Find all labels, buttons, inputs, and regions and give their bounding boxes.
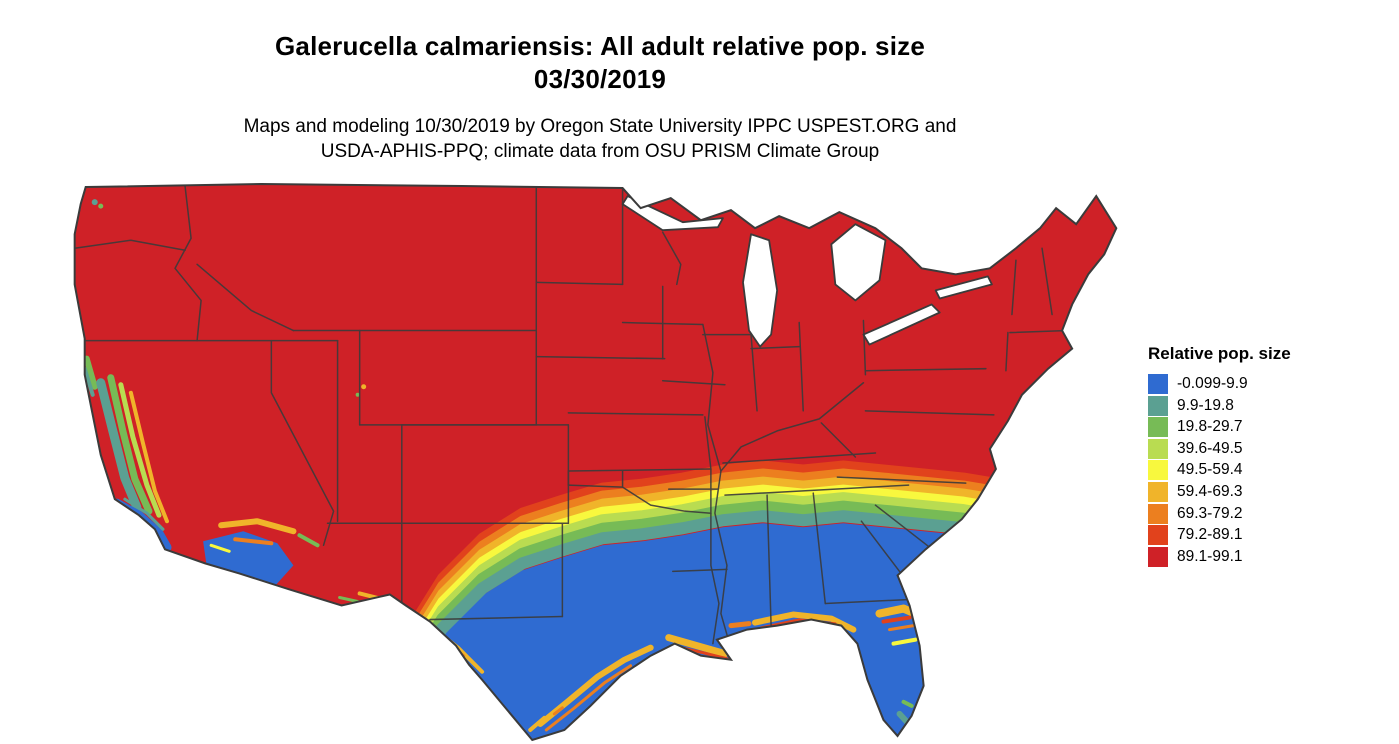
arizona-yellow-mottle (209, 543, 231, 553)
south-texas-orange (552, 706, 564, 716)
legend-label: 89.1-99.1 (1177, 547, 1243, 565)
norcal-coast-green (83, 355, 98, 390)
us-map-svg (73, 183, 1118, 742)
central-valley-teal (96, 378, 142, 512)
legend-swatch (1148, 374, 1168, 394)
legend-item: 89.1-99.1 (1148, 546, 1378, 567)
utah-green-speck (355, 392, 360, 397)
socal-coast-teal (123, 497, 165, 531)
subtitle-line-1: Maps and modeling 10/30/2019 by Oregon S… (243, 116, 957, 137)
legend-item: 69.3-79.2 (1148, 503, 1378, 524)
great-lakes (621, 195, 993, 348)
legend-label: 19.8-29.7 (1177, 418, 1243, 436)
band-39-49 (411, 492, 1029, 655)
washington-teal-speck (91, 199, 98, 206)
us-map (60, 172, 1140, 744)
band-9-19 (410, 510, 1031, 675)
central-valley-green (107, 374, 153, 515)
utah-gold-speck (361, 384, 367, 390)
central-valley-yellowgreen (118, 382, 162, 518)
lake-erie (862, 303, 941, 346)
legend-item: 59.4-69.3 (1148, 481, 1378, 502)
subtitle-line-2: USDA-APHIS-PPQ; climate data from OSU PR… (320, 141, 880, 162)
legend-item: 19.8-29.7 (1148, 417, 1378, 438)
legend-label: 59.4-69.3 (1177, 482, 1243, 500)
legend-label: -0.099-9.9 (1177, 375, 1248, 392)
lake-huron (830, 223, 887, 302)
legend-title: Relative pop. size (1148, 344, 1291, 363)
texas-coast-accent (544, 664, 633, 732)
south-texas-gold (528, 715, 547, 732)
norcal-coast-teal (82, 366, 95, 397)
arizona-gold-mottle (218, 518, 297, 535)
south-florida-green (901, 699, 914, 708)
legend-swatch (1148, 460, 1168, 481)
legend-rows: -0.099-9.9 9.9-19.8 19.8-29.7 39.6-49.5 … (1148, 374, 1378, 567)
us-outline (73, 183, 1118, 742)
central-florida-accent (881, 615, 912, 624)
arizona-green-mottle (297, 533, 320, 548)
legend-swatch (1148, 438, 1168, 459)
figure-subtitle: Maps and modeling 10/30/2019 by Oregon S… (100, 114, 1100, 164)
legend-label: 69.3-79.2 (1177, 504, 1243, 522)
band-59-69 (412, 476, 1029, 639)
figure-title: Galerucella calmariensis: All adult rela… (100, 30, 1100, 96)
central-florida-orange (888, 624, 916, 632)
state-borders (74, 185, 1069, 645)
legend-label: 79.2-89.1 (1177, 526, 1243, 544)
louisiana-coast-streak (665, 634, 729, 658)
gulf-coast-streaks (528, 604, 924, 732)
arizona-orange-mottle (233, 537, 274, 546)
legend-item: 49.5-59.4 (1148, 460, 1378, 481)
legend-swatch (1148, 503, 1168, 524)
panhandle-coast-streak (752, 611, 857, 633)
band-49-59 (412, 484, 1029, 647)
legend-item: 39.6-49.5 (1148, 438, 1378, 459)
title-line-2: 03/30/2019 (533, 64, 667, 94)
lake-michigan (742, 233, 779, 348)
band-19-29 (411, 500, 1030, 665)
legend-label: 49.5-59.4 (1177, 461, 1243, 479)
title-line-1: Galerucella calmariensis: All adult rela… (275, 31, 925, 61)
lake-ontario (934, 275, 993, 300)
central-valley-gold (128, 390, 169, 524)
mississippi-coast-streak (728, 621, 752, 629)
legend-swatch (1148, 417, 1168, 438)
legend-label: 39.6-49.5 (1177, 439, 1243, 457)
legend-label: 9.9-19.8 (1177, 396, 1234, 414)
new-mexico-green-mottle (338, 595, 360, 604)
legend-swatch (1148, 525, 1168, 546)
washington-green-speck (98, 203, 104, 209)
legend-item: -0.099-9.9 (1148, 374, 1378, 394)
legend-swatch (1148, 546, 1168, 567)
map-legend: Relative pop. size -0.099-9.9 9.9-19.8 1… (1148, 344, 1378, 567)
florida-yellow-streak (891, 637, 918, 646)
legend-swatch (1148, 395, 1168, 416)
legend-item: 79.2-89.1 (1148, 525, 1378, 546)
legend-item: 9.9-19.8 (1148, 395, 1378, 416)
legend-swatch (1148, 481, 1168, 502)
